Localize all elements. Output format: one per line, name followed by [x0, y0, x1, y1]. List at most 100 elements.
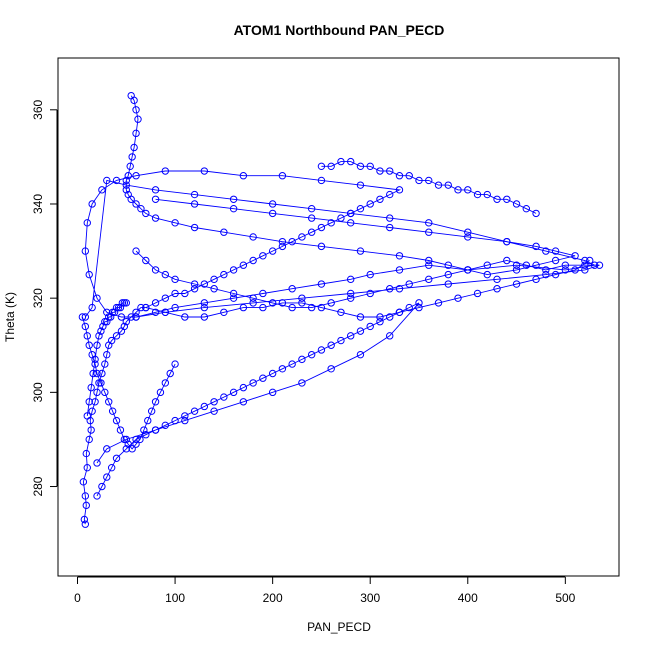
y-tick-label: 320 — [31, 288, 45, 308]
data-point — [464, 233, 472, 241]
data-point — [91, 398, 99, 406]
y-axis-label: Theta (K) — [3, 292, 17, 342]
data-point — [532, 275, 540, 284]
data-point — [85, 341, 93, 349]
data-point — [147, 407, 156, 415]
data-point — [532, 209, 540, 218]
data-point — [561, 261, 570, 269]
data-point — [278, 237, 287, 246]
x-tick-label: 0 — [74, 591, 81, 605]
data-point — [586, 256, 594, 265]
data-point — [210, 275, 218, 284]
data-point — [259, 374, 267, 382]
data-point — [127, 91, 135, 100]
data-point — [395, 252, 404, 260]
data-point — [93, 341, 101, 349]
data-point — [346, 289, 355, 298]
data-point — [395, 266, 404, 274]
data-point — [181, 289, 189, 298]
data-point — [105, 313, 113, 321]
data-point — [200, 167, 209, 175]
x-axis: 0 100 200 300 400 500 — [74, 576, 576, 605]
data-point — [136, 435, 144, 444]
series-line — [81, 316, 176, 450]
data-point — [132, 172, 140, 180]
data-point — [356, 181, 365, 189]
data-point — [156, 388, 165, 397]
data-point — [200, 402, 209, 411]
data-point — [98, 482, 106, 491]
data-point — [395, 186, 404, 194]
data-point — [220, 228, 228, 236]
data-point — [307, 303, 316, 312]
data-point — [87, 426, 95, 434]
data-point — [366, 289, 374, 298]
data-point — [120, 322, 129, 331]
data-point — [346, 294, 355, 302]
data-point — [103, 318, 111, 326]
data-point — [200, 303, 209, 312]
data-point — [78, 313, 87, 321]
data-point — [137, 204, 145, 213]
data-point — [581, 266, 589, 274]
data-point — [366, 270, 374, 279]
data-point — [106, 313, 115, 321]
data-point — [571, 266, 579, 274]
data-point — [137, 303, 145, 312]
data-point — [425, 228, 433, 236]
data-point — [298, 299, 306, 307]
data-point — [346, 209, 355, 218]
data-point — [405, 280, 413, 288]
data-point — [127, 313, 135, 321]
data-point — [493, 275, 501, 284]
x-tick-label: 400 — [458, 591, 478, 605]
data-point — [140, 426, 148, 434]
data-point — [112, 303, 121, 312]
data-point — [464, 186, 472, 194]
data-point — [88, 407, 96, 415]
data-point — [376, 313, 384, 321]
data-point — [151, 195, 160, 203]
data-point — [356, 162, 365, 171]
data-point — [200, 299, 209, 307]
data-point — [171, 275, 179, 284]
data-point — [220, 270, 228, 279]
data-point — [83, 412, 91, 420]
y-tick-label: 280 — [31, 476, 45, 496]
data-point — [171, 360, 179, 368]
data-point — [151, 266, 160, 274]
data-point — [220, 308, 228, 316]
data-point — [210, 285, 218, 293]
data-point — [122, 318, 130, 326]
data-point — [79, 478, 88, 486]
data-point — [249, 299, 257, 307]
data-point — [103, 445, 111, 453]
series-line — [96, 302, 420, 497]
data-point — [83, 463, 91, 472]
data-point — [89, 369, 97, 378]
data-point — [98, 186, 106, 194]
data-point — [327, 341, 335, 349]
data-point — [83, 332, 91, 340]
data-point — [278, 365, 287, 373]
data-point — [542, 266, 550, 274]
data-point — [483, 270, 491, 279]
data-point — [110, 308, 119, 316]
data-point — [190, 285, 199, 293]
data-point — [512, 266, 521, 274]
data-point — [229, 388, 238, 397]
data-point — [298, 294, 306, 302]
series-line — [82, 170, 597, 525]
data-point — [268, 200, 277, 208]
data-point — [542, 270, 550, 279]
plot-frame — [57, 57, 620, 577]
data-point — [288, 285, 296, 293]
data-point — [366, 162, 374, 171]
data-point — [81, 247, 90, 255]
data-point — [317, 223, 326, 232]
data-point — [483, 261, 491, 269]
data-point — [82, 501, 90, 510]
data-point — [229, 266, 238, 274]
data-point — [122, 186, 130, 194]
